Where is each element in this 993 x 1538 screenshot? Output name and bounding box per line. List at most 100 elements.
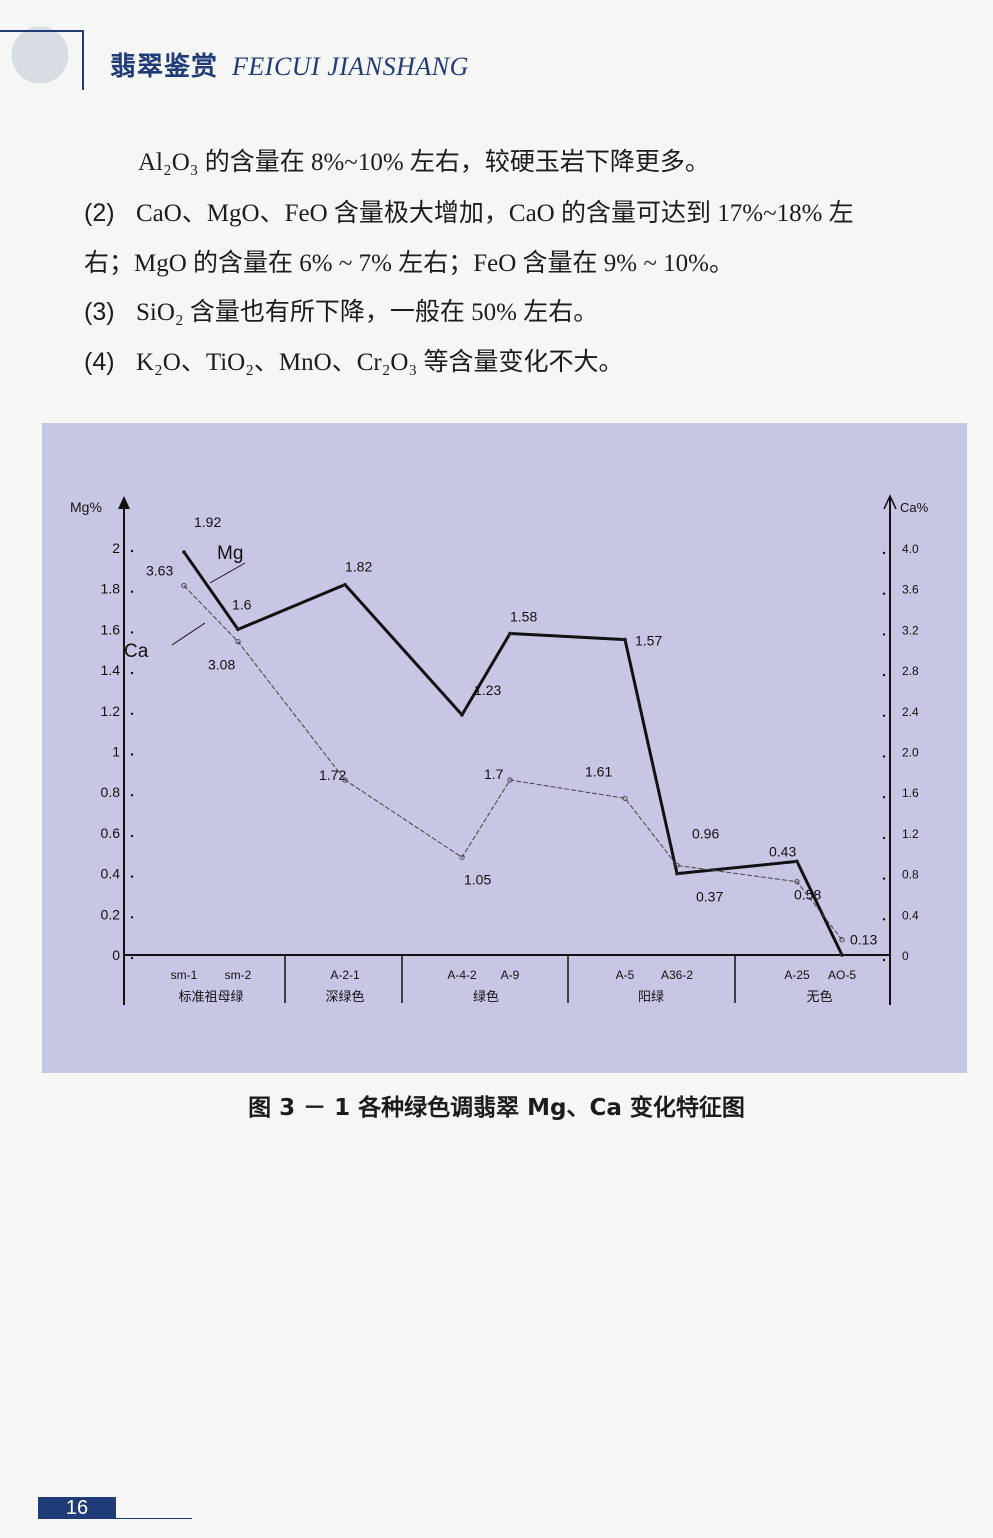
data-label-ca: 3.63	[146, 563, 173, 579]
series-name-ca: Ca	[124, 641, 149, 662]
right-tick-mark	[882, 877, 886, 880]
category-label: sm-1	[171, 968, 198, 982]
category-label: AO-5	[828, 968, 856, 982]
left-tick-mark	[130, 753, 134, 756]
list-item-2-continuation: 右；MgO 的含量在 6% ~ 7% 左右；FeO 含量在 9% ~ 10%。	[84, 243, 734, 279]
list-item-4: (4) K₂O、TiO₂、MnO、Cr₂O₃ 等含量变化不大。	[84, 342, 623, 378]
list-item-2-number: (2)	[84, 199, 115, 227]
data-point-mg	[795, 859, 799, 864]
series-name-ca-leader	[171, 622, 206, 646]
category-label: A36-2	[661, 968, 693, 982]
right-tick-label: 1.2	[902, 827, 919, 841]
data-label-mg: 0.43	[769, 843, 796, 859]
left-tick-mark	[130, 916, 134, 919]
category-label: A-25	[784, 968, 810, 982]
group-label: 阳绿	[638, 989, 664, 1004]
group-label: 标准祖母绿	[178, 989, 243, 1004]
right-tick-label: 2.4	[902, 705, 919, 719]
data-label-mg: 0.37	[696, 889, 723, 905]
right-tick-mark	[882, 755, 886, 758]
right-tick-mark	[882, 633, 886, 636]
group-label: 深绿色	[325, 989, 364, 1004]
category-label: sm-2	[225, 968, 252, 982]
left-tick-mark	[130, 712, 134, 715]
series-name-mg: Mg	[217, 543, 243, 564]
left-tick-label: 1	[112, 744, 120, 760]
data-label-ca: 0.58	[794, 887, 821, 903]
left-tick-mark	[130, 875, 134, 878]
right-tick-label: 0.8	[902, 868, 919, 882]
data-label-mg: 1.92	[194, 514, 221, 530]
category-label: A-9	[501, 968, 520, 982]
list-item-2: (2) CaO、MgO、FeO 含量极大增加，CaO 的含量可达到 17%~18%…	[84, 193, 854, 229]
left-axis-arrow	[118, 496, 130, 509]
left-tick-mark	[130, 956, 134, 960]
data-point-mg	[508, 631, 512, 636]
list-item-3-text: SiO₂ 含量也有所下降，一般在 50% 左右。	[136, 299, 599, 326]
data-point-ca	[235, 639, 241, 645]
data-label-mg: 1.82	[345, 559, 372, 575]
right-tick-mark	[882, 918, 886, 921]
data-label-ca: 0.13	[850, 932, 877, 948]
data-label-mg: 1.6	[232, 596, 252, 612]
page-number-bar	[38, 1497, 116, 1519]
right-tick-label: 3.2	[902, 623, 919, 637]
data-label-ca: 1.61	[585, 763, 612, 779]
data-point-mg	[343, 582, 347, 587]
left-tick-mark	[130, 834, 134, 838]
right-tick-mark	[882, 714, 886, 717]
data-point-ca	[622, 795, 628, 801]
left-axis-label: Mg%	[70, 499, 102, 515]
list-item-3-number: (3)	[84, 298, 115, 326]
right-tick-label: 4.0	[902, 542, 919, 556]
header-title-cn: 翡翠鉴赏	[110, 52, 219, 82]
left-tick-label: 0.6	[101, 825, 121, 841]
left-tick-mark	[130, 794, 134, 797]
data-label-ca: 3.08	[208, 657, 235, 673]
group-label: 绿色	[473, 989, 499, 1004]
left-tick-label: 1.4	[101, 662, 121, 678]
data-label-ca: 1.72	[319, 767, 346, 783]
category-label: A-2-1	[330, 968, 360, 982]
right-tick-mark	[882, 551, 886, 555]
data-label-ca: 0.96	[692, 825, 719, 841]
data-point-ca	[839, 937, 845, 943]
left-tick-label: 1.6	[101, 621, 121, 637]
left-tick-mark	[130, 590, 134, 593]
data-point-ca	[794, 879, 800, 885]
data-point-mg	[182, 550, 186, 554]
series-line-ca	[183, 585, 843, 941]
right-tick-mark	[882, 673, 886, 677]
list-item-2-text: CaO、MgO、FeO 含量极大增加，CaO 的含量可达到 17%~18% 左	[136, 200, 854, 227]
mg-ca-line-chart: Mg% Ca%00.20.40.60.811.21.41.61.8200.40.8…	[70, 494, 929, 1005]
right-tick-label: 1.6	[902, 786, 919, 800]
right-tick-label: 2.0	[902, 746, 919, 760]
left-tick-label: 1.2	[101, 703, 121, 719]
right-axis-arrow	[883, 494, 897, 510]
right-tick-label: 0	[902, 949, 909, 963]
data-point-mg	[840, 953, 844, 957]
list-item-4-text: K₂O、TiO₂、MnO、Cr₂O₃ 等含量变化不大。	[136, 349, 624, 376]
left-tick-mark	[130, 671, 134, 675]
left-tick-label: 0	[112, 947, 120, 963]
data-label-mg: 1.23	[474, 682, 501, 698]
list-item-3: (3) SiO₂ 含量也有所下降，一般在 50% 左右。	[84, 292, 598, 328]
right-tick-label: 2.8	[902, 664, 919, 678]
left-tick-label: 0.4	[101, 866, 121, 882]
right-tick-mark	[882, 592, 886, 595]
left-tick-label: 0.8	[101, 784, 121, 800]
data-point-mg	[236, 627, 240, 632]
right-tick-mark	[882, 836, 886, 840]
running-header: 翡翠鉴赏 FEICUI JIANSHANG	[110, 46, 469, 83]
left-tick-label: 0.2	[101, 906, 121, 922]
left-tick-mark	[130, 631, 134, 634]
header-decoration	[0, 0, 80, 90]
group-label: 无色	[806, 989, 832, 1004]
series-name-mg-leader	[209, 562, 246, 584]
page-number: 16	[65, 1497, 89, 1519]
body-line-1-text: Al₂O₃ 的含量在 8%~10% 左右，较硬玉岩下降更多。	[138, 149, 710, 176]
data-label-ca: 1.05	[464, 871, 491, 887]
header-rule	[0, 30, 84, 32]
data-label-ca: 1.7	[484, 766, 504, 782]
left-tick-label: 1.8	[101, 581, 121, 597]
